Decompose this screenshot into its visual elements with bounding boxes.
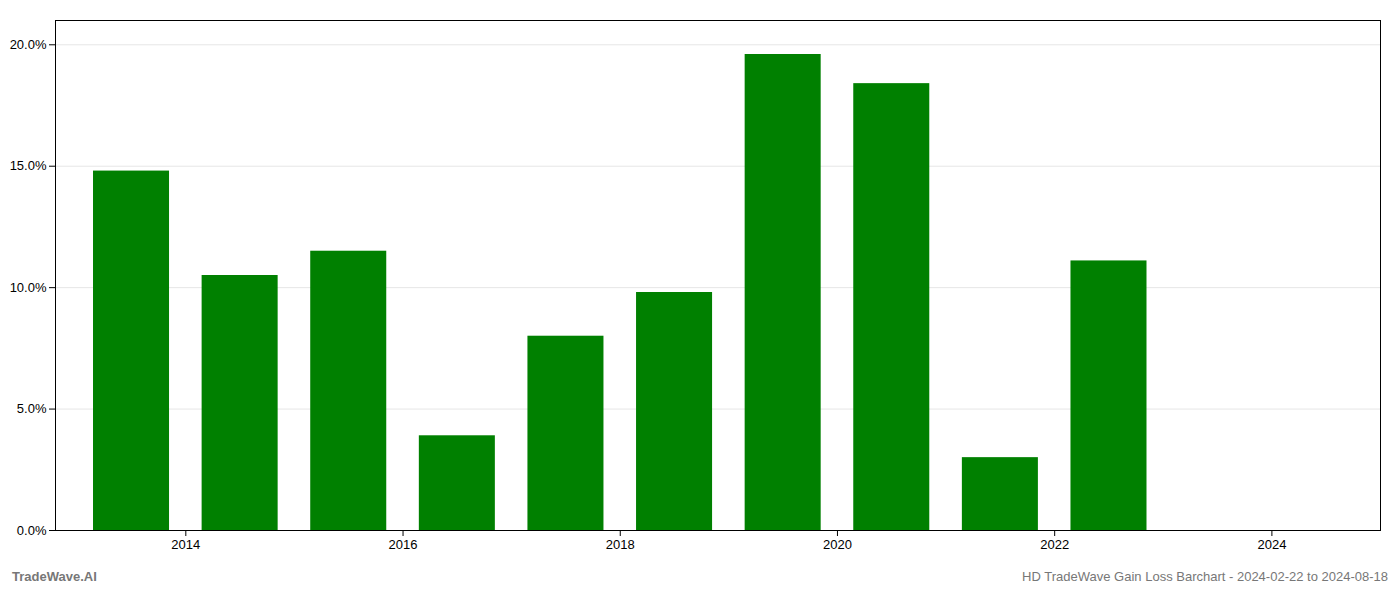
svg-text:0.0%: 0.0% [17,523,47,538]
html-text:HD TradeWave Gain Loss Barchar: HD TradeWave Gain Loss Barchart - 2024-0… [1022,569,1388,584]
svg-text:10.0%: 10.0% [10,280,47,295]
html-text:TradeWave.AI: TradeWave.AI [12,569,97,584]
svg-text:15.0%: 15.0% [10,158,47,173]
svg-text:2024: 2024 [1257,537,1286,552]
svg-text:2022: 2022 [1040,537,1069,552]
svg-text:2014: 2014 [171,537,200,552]
svg-text:2018: 2018 [606,537,635,552]
svg-text:2020: 2020 [823,537,852,552]
svg-text:20.0%: 20.0% [10,37,47,52]
svg-text:2016: 2016 [389,537,418,552]
svg-text:5.0%: 5.0% [17,401,47,416]
